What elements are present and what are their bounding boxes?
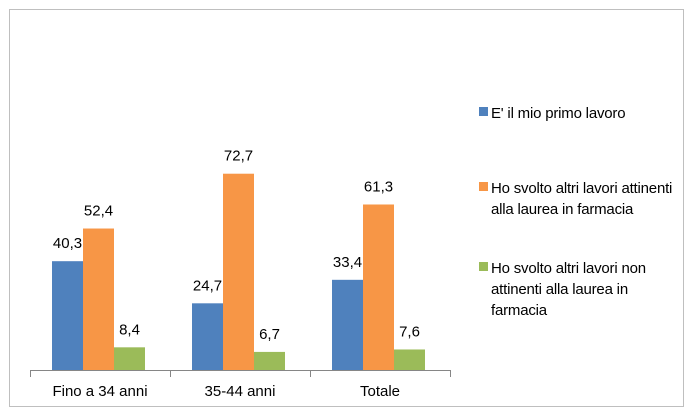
- data-label-0-1: 52,4: [84, 203, 113, 220]
- bar-0-1: [83, 228, 114, 370]
- data-label-1-0: 24,7: [193, 277, 222, 294]
- legend-swatch-2: [479, 262, 488, 271]
- legend-label-2: Ho svolto altri lavori non attinenti all…: [491, 260, 646, 319]
- bar-1-0: [192, 303, 223, 370]
- bar-2-1: [363, 204, 394, 370]
- legend-label-1: Ho svolto altri lavori attinenti alla la…: [491, 180, 673, 218]
- x-tick-label-2: Totale: [360, 383, 400, 400]
- data-label-1-1: 72,7: [224, 148, 253, 165]
- data-label-2-2: 7,6: [399, 323, 420, 340]
- x-axis: Fino a 34 anni 35-44 anni Totale: [30, 370, 451, 400]
- data-label-0-0: 40,3: [53, 235, 82, 252]
- data-labels-layer: 40,352,4 8,4 24,7 72,7 6,7 33,4 61,3 7,6: [53, 148, 420, 343]
- legend-swatch-0: [479, 107, 488, 116]
- bar-2-0: [332, 279, 363, 370]
- data-label-2-0: 33,4: [333, 254, 362, 271]
- bar-0-0: [52, 261, 83, 370]
- data-label-2-1: 61,3: [364, 178, 393, 195]
- legend-swatch-1: [479, 182, 488, 191]
- legend-label-0: E' il mio primo lavoro: [491, 105, 626, 122]
- bar-1-1: [223, 173, 254, 370]
- data-label-1-2: 6,7: [259, 326, 280, 343]
- data-label-0-2: 8,4: [119, 321, 140, 338]
- bar-2-2: [394, 349, 425, 370]
- bar-0-2: [114, 347, 145, 370]
- x-tick-label-0: Fino a 34 anni: [52, 383, 147, 400]
- bars-layer: [52, 173, 425, 370]
- x-tick-label-1: 35-44 anni: [205, 383, 276, 400]
- bar-1-2: [254, 351, 285, 370]
